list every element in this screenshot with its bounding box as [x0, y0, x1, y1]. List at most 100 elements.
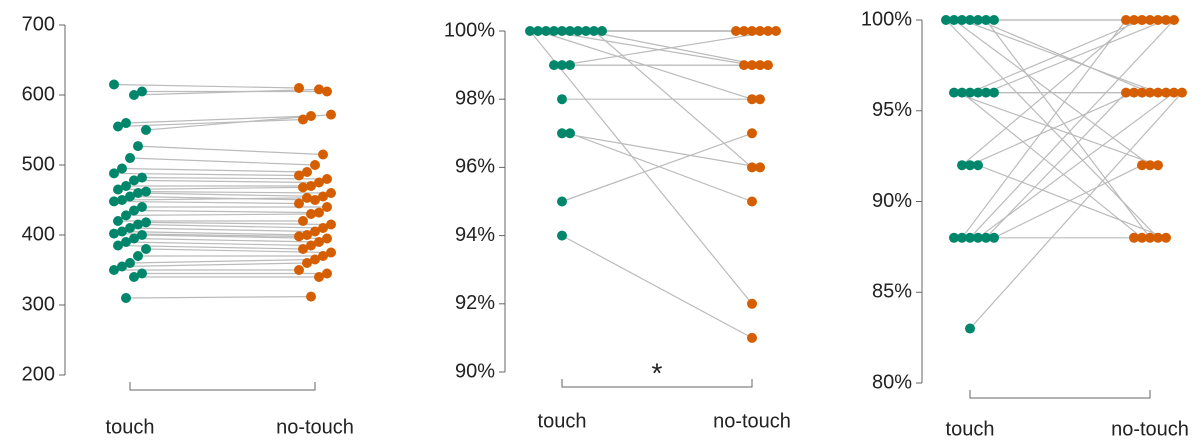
- dot: [589, 26, 599, 36]
- dot: [318, 223, 328, 233]
- dot: [117, 195, 127, 205]
- x-axis: [969, 390, 1151, 399]
- dot: [1169, 15, 1179, 25]
- dot: [306, 111, 316, 121]
- dot: [557, 128, 567, 139]
- dot: [1137, 15, 1147, 25]
- x-tick-label: touch: [106, 416, 155, 438]
- pair-line: [969, 19, 1175, 239]
- dot: [326, 188, 336, 198]
- pair-line: [569, 132, 753, 203]
- pair-line: [961, 92, 1143, 239]
- dot: [557, 60, 567, 71]
- dot: [549, 60, 559, 71]
- x-tick-label: touch: [946, 418, 995, 440]
- dot: [739, 60, 749, 71]
- pair-line: [561, 235, 753, 339]
- dot: [129, 90, 139, 100]
- dot: [302, 192, 312, 203]
- dot: [113, 184, 123, 195]
- y-tick-label: 98%: [455, 87, 495, 109]
- dot: [949, 87, 959, 98]
- y-tick-label: 94%: [455, 224, 495, 246]
- dot: [573, 26, 583, 36]
- y-tick-label: 90%: [872, 190, 912, 212]
- pair-line: [985, 92, 1127, 239]
- pair-line: [969, 92, 1183, 329]
- dot: [322, 174, 332, 184]
- dot: [109, 196, 119, 207]
- y-tick-label: 500: [22, 153, 55, 175]
- dot: [326, 109, 336, 120]
- pair-line: [129, 258, 316, 264]
- y-tick-label: 200: [22, 363, 55, 385]
- dot: [1161, 232, 1171, 243]
- dot: [117, 226, 127, 237]
- dot: [973, 15, 983, 25]
- x-tick-label: no-touch: [1111, 418, 1189, 440]
- dot: [1121, 15, 1131, 25]
- pair-line: [133, 209, 320, 214]
- dot: [989, 87, 999, 98]
- dot: [137, 172, 147, 183]
- dot: [581, 26, 591, 36]
- dot: [125, 153, 135, 163]
- pair-line: [121, 262, 308, 268]
- dot: [141, 244, 151, 254]
- dot: [981, 15, 991, 25]
- dot: [294, 265, 304, 275]
- x-tick-label: no-touch: [276, 416, 354, 438]
- dot: [565, 60, 575, 71]
- dot: [137, 268, 147, 279]
- dot: [137, 230, 147, 240]
- dot: [1145, 87, 1155, 98]
- dot: [941, 15, 951, 25]
- dot: [310, 254, 320, 265]
- dot: [113, 121, 123, 132]
- y-tick-label: 100%: [861, 8, 912, 30]
- dot: [318, 191, 328, 202]
- dot: [1161, 87, 1171, 98]
- dot: [965, 15, 975, 25]
- pair-line: [129, 195, 316, 201]
- y-tick-label: 80%: [872, 371, 912, 393]
- dot: [597, 26, 607, 36]
- dot: [322, 268, 332, 279]
- pair-line: [133, 237, 320, 243]
- dot: [1137, 160, 1147, 171]
- dot: [541, 26, 551, 36]
- dot: [747, 298, 757, 309]
- pair-line: [113, 83, 300, 89]
- dot: [133, 188, 143, 198]
- dot: [314, 207, 324, 218]
- pair-line: [985, 19, 1167, 94]
- pair-line: [137, 192, 324, 198]
- x-axis: [561, 379, 753, 388]
- dot: [957, 15, 967, 25]
- pair-line: [561, 132, 761, 168]
- dot: [1161, 15, 1171, 25]
- dot: [1121, 87, 1131, 98]
- dot: [294, 231, 304, 242]
- pair-line: [993, 164, 1143, 239]
- dot: [322, 233, 332, 244]
- dot: [755, 94, 765, 105]
- pair-line: [137, 145, 324, 156]
- dot: [965, 323, 975, 334]
- dot: [294, 198, 304, 209]
- dot: [310, 226, 320, 237]
- pair-line: [121, 230, 308, 236]
- pair-line: [977, 164, 1167, 239]
- dot: [298, 216, 308, 226]
- dot: [957, 232, 967, 243]
- dot: [965, 160, 975, 171]
- pair-line: [137, 223, 324, 229]
- dot: [121, 237, 131, 247]
- dot: [763, 60, 773, 71]
- dot: [133, 251, 143, 261]
- dot: [121, 293, 131, 303]
- dot: [129, 205, 139, 216]
- y-tick-label: 700: [22, 13, 55, 35]
- dot: [949, 15, 959, 25]
